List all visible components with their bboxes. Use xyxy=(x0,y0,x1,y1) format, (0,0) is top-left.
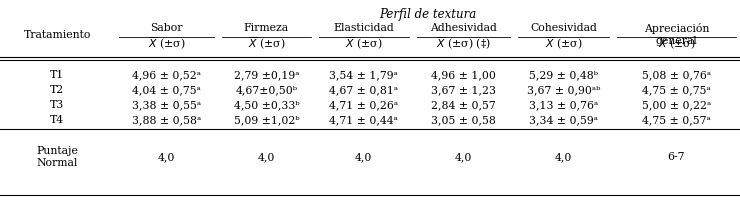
Text: Firmeza: Firmeza xyxy=(244,23,289,33)
Text: 4,75 ± 0,75ᵃ: 4,75 ± 0,75ᵃ xyxy=(642,85,710,95)
Text: 3,34 ± 0,59ᵃ: 3,34 ± 0,59ᵃ xyxy=(529,114,598,124)
Text: Tratamiento: Tratamiento xyxy=(24,30,91,40)
Text: $\overline{X}$ (±σ): $\overline{X}$ (±σ) xyxy=(345,36,383,52)
Text: T3: T3 xyxy=(50,100,64,109)
Text: 4,67±0,50ᵇ: 4,67±0,50ᵇ xyxy=(235,85,297,95)
Text: 4,96 ± 1,00: 4,96 ± 1,00 xyxy=(431,70,496,80)
Text: $\overline{X}$ (±σ): $\overline{X}$ (±σ) xyxy=(658,36,695,52)
Text: Puntaje
Normal: Puntaje Normal xyxy=(36,145,78,167)
Text: 6-7: 6-7 xyxy=(667,151,685,161)
Text: Adhesividad: Adhesividad xyxy=(430,23,497,33)
Text: 5,29 ± 0,48ᵇ: 5,29 ± 0,48ᵇ xyxy=(529,70,598,80)
Text: Sabor: Sabor xyxy=(150,23,183,33)
Text: 4,0: 4,0 xyxy=(158,151,175,161)
Text: T4: T4 xyxy=(50,114,64,124)
Text: 5,09 ±1,02ᵇ: 5,09 ±1,02ᵇ xyxy=(234,114,299,124)
Text: 4,04 ± 0,75ᵃ: 4,04 ± 0,75ᵃ xyxy=(132,85,201,95)
Text: 3,38 ± 0,55ᵃ: 3,38 ± 0,55ᵃ xyxy=(132,100,201,109)
Text: 3,67 ± 0,90ᵃᵇ: 3,67 ± 0,90ᵃᵇ xyxy=(527,85,600,95)
Text: Elasticidad: Elasticidad xyxy=(333,23,394,33)
Text: 4,0: 4,0 xyxy=(355,151,372,161)
Text: $\overline{X}$ (±σ): $\overline{X}$ (±σ) xyxy=(248,36,285,52)
Text: 5,08 ± 0,76ᵃ: 5,08 ± 0,76ᵃ xyxy=(642,70,711,80)
Text: 4,0: 4,0 xyxy=(555,151,572,161)
Text: $\overline{X}$ (±σ) (‡): $\overline{X}$ (±σ) (‡) xyxy=(436,36,491,52)
Text: 4,75 ± 0,57ᵃ: 4,75 ± 0,57ᵃ xyxy=(642,114,710,124)
Text: $\overline{X}$ (±σ): $\overline{X}$ (±σ) xyxy=(148,36,185,52)
Text: T2: T2 xyxy=(50,85,64,95)
Text: 4,96 ± 0,52ᵃ: 4,96 ± 0,52ᵃ xyxy=(132,70,201,80)
Text: 4,50 ±0,33ᵇ: 4,50 ±0,33ᵇ xyxy=(234,100,299,109)
Text: 5,00 ± 0,22ᵃ: 5,00 ± 0,22ᵃ xyxy=(642,100,711,109)
Text: 4,67 ± 0,81ᵃ: 4,67 ± 0,81ᵃ xyxy=(329,85,398,95)
Text: Perfil de textura: Perfil de textura xyxy=(379,8,476,21)
Text: 4,0: 4,0 xyxy=(455,151,472,161)
Text: Cohesividad: Cohesividad xyxy=(530,23,597,33)
Text: Apreciación
general: Apreciación general xyxy=(644,23,709,45)
Text: T1: T1 xyxy=(50,70,64,80)
Text: 4,71 ± 0,26ᵃ: 4,71 ± 0,26ᵃ xyxy=(329,100,398,109)
Text: 2,79 ±0,19ᵃ: 2,79 ±0,19ᵃ xyxy=(234,70,299,80)
Text: 4,71 ± 0,44ᵃ: 4,71 ± 0,44ᵃ xyxy=(329,114,398,124)
Text: 3,05 ± 0,58: 3,05 ± 0,58 xyxy=(431,114,496,124)
Text: 3,88 ± 0,58ᵃ: 3,88 ± 0,58ᵃ xyxy=(132,114,201,124)
Text: 3,13 ± 0,76ᵃ: 3,13 ± 0,76ᵃ xyxy=(529,100,598,109)
Text: 2,84 ± 0,57: 2,84 ± 0,57 xyxy=(431,100,496,109)
Text: 4,0: 4,0 xyxy=(258,151,275,161)
Text: 3,54 ± 1,79ᵃ: 3,54 ± 1,79ᵃ xyxy=(329,70,398,80)
Text: $\overline{X}$ (±σ): $\overline{X}$ (±σ) xyxy=(545,36,582,52)
Text: 3,67 ± 1,23: 3,67 ± 1,23 xyxy=(431,85,496,95)
